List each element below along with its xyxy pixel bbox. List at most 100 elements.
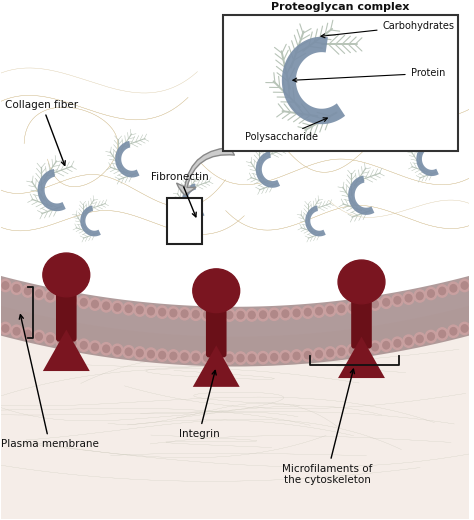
Circle shape [125,305,132,313]
Circle shape [383,342,390,349]
Circle shape [45,333,56,345]
Polygon shape [348,176,374,215]
Circle shape [201,308,213,321]
Circle shape [90,341,100,353]
Circle shape [81,342,87,349]
Circle shape [237,355,244,362]
Circle shape [134,347,146,359]
Circle shape [78,339,90,352]
Circle shape [439,330,446,337]
FancyBboxPatch shape [56,282,77,342]
Circle shape [260,311,266,318]
Circle shape [304,308,311,316]
Circle shape [226,355,233,362]
Circle shape [459,279,470,292]
Circle shape [22,285,33,297]
Circle shape [2,282,9,289]
Circle shape [291,350,302,362]
Circle shape [304,352,311,359]
Circle shape [336,346,347,358]
Circle shape [372,301,378,308]
Circle shape [392,294,403,306]
Polygon shape [0,306,469,519]
Circle shape [325,347,336,359]
Circle shape [212,309,224,321]
Circle shape [125,348,132,356]
Text: Proteoglycan complex: Proteoglycan complex [271,3,410,12]
Polygon shape [193,345,240,387]
Circle shape [212,352,224,364]
Circle shape [271,354,278,361]
Circle shape [349,304,356,311]
Circle shape [325,304,336,316]
Circle shape [291,307,302,319]
Circle shape [22,328,33,340]
Circle shape [459,322,470,335]
Circle shape [414,290,425,302]
Circle shape [192,310,199,318]
Circle shape [69,296,76,304]
Circle shape [224,309,235,321]
Polygon shape [182,184,204,217]
Circle shape [392,337,403,349]
Circle shape [159,308,165,316]
Circle shape [257,308,269,321]
Circle shape [168,350,179,362]
Bar [223,15,457,151]
Circle shape [170,309,177,317]
Circle shape [204,311,210,318]
Circle shape [47,292,54,300]
Circle shape [327,306,334,314]
Circle shape [403,335,414,347]
Circle shape [425,288,437,300]
Circle shape [338,348,345,356]
Circle shape [204,354,210,361]
Circle shape [67,294,78,306]
Text: Collagen fiber: Collagen fiber [5,100,79,165]
Circle shape [58,294,65,302]
Circle shape [192,354,199,361]
Circle shape [269,351,280,363]
Circle shape [134,304,146,316]
Bar [167,198,202,244]
Circle shape [282,310,289,317]
Polygon shape [80,205,101,237]
Circle shape [394,296,401,304]
Circle shape [215,354,221,361]
Circle shape [45,290,56,302]
Circle shape [372,343,378,351]
Circle shape [114,304,121,311]
Circle shape [439,287,446,295]
Circle shape [269,308,280,320]
Circle shape [2,325,9,332]
Circle shape [257,352,269,364]
Circle shape [100,300,112,312]
Circle shape [78,296,90,308]
Circle shape [190,308,201,320]
Circle shape [91,343,98,351]
Circle shape [36,333,42,340]
Circle shape [358,343,369,355]
Ellipse shape [43,253,90,297]
Circle shape [381,339,392,352]
Circle shape [347,344,358,357]
Circle shape [405,337,412,345]
Circle shape [91,301,98,308]
Circle shape [369,341,381,353]
Polygon shape [305,205,326,237]
Circle shape [103,345,109,353]
Circle shape [358,300,369,312]
Ellipse shape [193,269,240,313]
Circle shape [146,305,156,317]
Circle shape [147,350,155,358]
Circle shape [179,350,190,363]
Circle shape [369,298,381,310]
Circle shape [416,292,423,300]
Circle shape [159,352,165,359]
Circle shape [237,311,244,319]
Text: Polysaccharide: Polysaccharide [246,118,328,142]
Circle shape [428,290,434,297]
Circle shape [302,306,313,318]
Circle shape [246,352,257,364]
Circle shape [33,330,45,343]
